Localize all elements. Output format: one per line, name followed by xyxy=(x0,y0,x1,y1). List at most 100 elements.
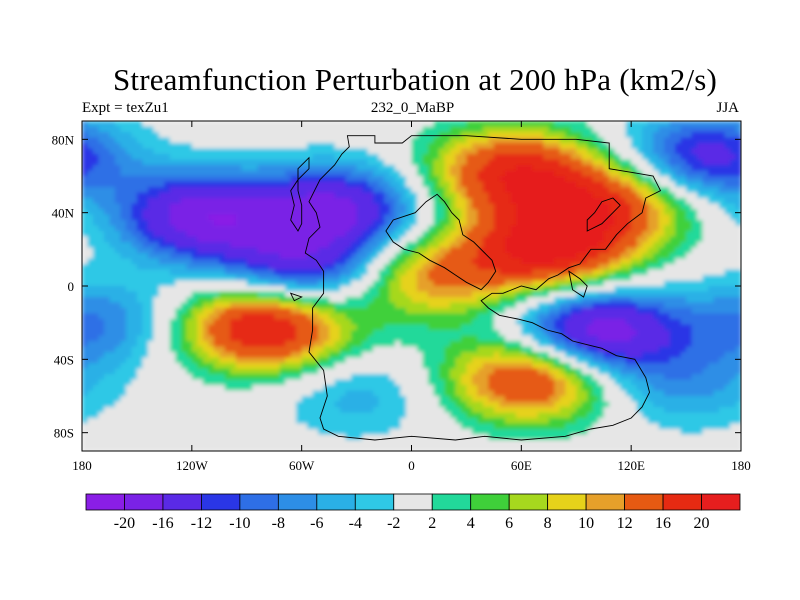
field-cell xyxy=(664,209,671,216)
field-cell xyxy=(180,214,187,221)
field-cell xyxy=(384,126,391,133)
field-cell xyxy=(362,297,369,304)
field-cell xyxy=(653,242,660,249)
field-cell xyxy=(603,253,610,260)
field-cell xyxy=(647,324,654,331)
field-cell xyxy=(675,126,682,133)
field-cell xyxy=(658,269,665,276)
field-cell xyxy=(647,302,654,309)
field-cell xyxy=(307,269,314,276)
field-cell xyxy=(664,220,671,227)
field-cell xyxy=(653,121,660,128)
field-cell xyxy=(515,269,522,276)
field-cell xyxy=(702,192,709,199)
field-cell xyxy=(576,313,583,320)
field-cell xyxy=(515,324,522,331)
field-cell xyxy=(323,143,330,150)
field-cell xyxy=(515,203,522,210)
field-cell xyxy=(460,220,468,227)
field-cell xyxy=(691,192,698,199)
field-cell xyxy=(543,231,550,238)
field-cell xyxy=(444,132,451,139)
field-cell xyxy=(230,242,237,249)
field-cell xyxy=(147,121,154,128)
field-cell xyxy=(142,297,149,304)
field-cell xyxy=(576,198,583,205)
field-cell xyxy=(427,165,435,172)
field-cell xyxy=(460,137,468,144)
field-cell xyxy=(362,192,369,199)
field-cell xyxy=(268,121,275,128)
field-cell xyxy=(208,198,215,205)
field-cell xyxy=(499,225,506,232)
field-cell xyxy=(279,231,286,238)
field-cell xyxy=(499,253,506,260)
field-cell xyxy=(224,165,231,172)
field-cell xyxy=(373,137,380,144)
field-cell xyxy=(263,143,270,150)
field-cell xyxy=(109,192,116,199)
field-cell xyxy=(290,148,297,155)
field-cell xyxy=(257,280,264,287)
field-cell xyxy=(548,324,555,331)
field-cell xyxy=(658,192,665,199)
field-cell xyxy=(537,154,544,161)
field-cell xyxy=(158,192,165,199)
field-cell xyxy=(400,247,407,254)
field-cell xyxy=(263,181,270,188)
field-cell xyxy=(323,324,330,331)
field-cell xyxy=(702,159,709,166)
field-cell xyxy=(730,341,737,348)
field-cell xyxy=(631,291,638,298)
field-cell xyxy=(658,280,665,287)
field-cell xyxy=(230,286,237,293)
field-cell xyxy=(559,258,566,265)
field-cell xyxy=(290,302,297,309)
field-cell xyxy=(241,313,248,320)
field-cell xyxy=(543,330,550,337)
field-cell xyxy=(279,280,286,287)
field-cell xyxy=(406,346,413,353)
field-cell xyxy=(499,176,506,183)
field-cell xyxy=(400,324,407,331)
field-cell xyxy=(208,181,215,188)
field-cell xyxy=(175,148,182,155)
field-cell xyxy=(92,302,100,309)
field-cell xyxy=(131,170,138,177)
field-cell xyxy=(620,319,627,326)
field-cell xyxy=(367,264,374,271)
field-cell xyxy=(147,209,154,216)
field-cell xyxy=(581,264,588,271)
field-cell xyxy=(186,220,193,227)
field-cell xyxy=(329,126,336,133)
field-cell xyxy=(98,170,105,177)
field-cell xyxy=(224,126,231,133)
field-cell xyxy=(367,275,374,282)
field-cell xyxy=(125,341,133,348)
field-cell xyxy=(246,203,253,210)
field-cell xyxy=(191,269,198,276)
field-cell xyxy=(620,236,627,243)
field-cell xyxy=(213,236,220,243)
field-cell xyxy=(406,330,413,337)
field-cell xyxy=(482,231,489,238)
field-cell xyxy=(708,242,715,249)
field-cell xyxy=(724,187,731,194)
field-cell xyxy=(323,220,330,227)
field-cell xyxy=(334,269,341,276)
field-cell xyxy=(686,170,693,177)
field-cell xyxy=(455,258,462,265)
field-cell xyxy=(493,137,500,144)
field-cell xyxy=(224,159,231,166)
field-cell xyxy=(158,126,165,133)
field-cell xyxy=(482,286,489,293)
field-cell xyxy=(515,187,522,194)
field-cell xyxy=(664,253,671,260)
field-cell xyxy=(318,236,325,243)
field-cell xyxy=(515,143,522,150)
field-cell xyxy=(697,214,704,221)
field-cell xyxy=(477,192,484,199)
field-cell xyxy=(488,143,495,150)
field-cell xyxy=(389,313,396,320)
field-cell xyxy=(98,192,105,199)
